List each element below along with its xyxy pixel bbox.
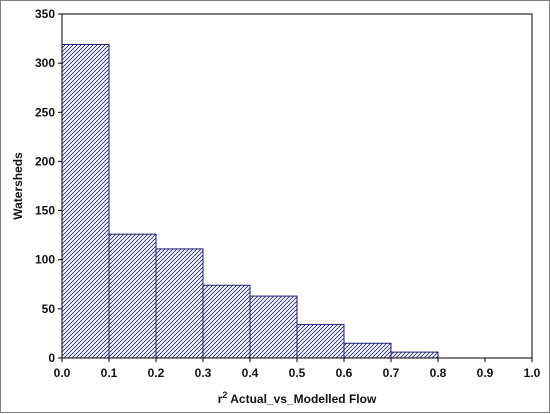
x-tick-label-6: 0.6 [336, 366, 353, 380]
x-tick-label-0: 0.0 [54, 366, 71, 380]
y-tick-label-1: 50 [42, 302, 56, 316]
x-axis-title-prefix: r [218, 392, 223, 406]
y-tick-label-0: 0 [48, 351, 55, 365]
x-tick-label-8: 0.8 [430, 366, 447, 380]
histogram-bar-1 [108, 233, 157, 359]
ticks-layer [58, 13, 533, 362]
x-axis-title-main: Actual_vs_Modelled Flow [227, 392, 377, 406]
histogram-bar-6 [343, 342, 392, 359]
histogram-bar-4 [249, 295, 298, 359]
y-tick-label-6: 300 [35, 56, 55, 70]
x-tick-label-10: 1.0 [524, 366, 541, 380]
bars-layer [61, 43, 439, 359]
x-tick-label-7: 0.7 [383, 366, 400, 380]
histogram-bar-0 [61, 43, 110, 359]
x-tick-label-5: 0.5 [289, 366, 306, 380]
x-tick-label-3: 0.3 [195, 366, 212, 380]
y-tick-label-2: 100 [35, 253, 55, 267]
x-axis-title-superscript: 2 [222, 390, 227, 400]
x-tick-label-2: 0.2 [148, 366, 165, 380]
x-tick-label-4: 0.4 [242, 366, 259, 380]
tick-labels-layer: 0 50 100 150 200 250 300 350 0.0 0.1 0.2 0.3 0.4 0.5 0… [35, 7, 541, 380]
y-axis-title: Watersheds [11, 152, 25, 220]
y-tick-label-5: 250 [35, 105, 55, 119]
x-tick-label-9: 0.9 [477, 366, 494, 380]
histogram-bar-7 [390, 351, 439, 359]
x-tick-label-1: 0.1 [101, 366, 118, 380]
y-tick-label-7: 350 [35, 7, 55, 21]
y-tick-label-4: 200 [35, 154, 55, 168]
x-axis-title: r2 Actual_vs_Modelled Flow [218, 390, 377, 406]
histogram-bar-5 [296, 324, 345, 359]
histogram-bar-3 [202, 284, 251, 359]
histogram-bar-2 [155, 248, 204, 359]
y-tick-label-3: 150 [35, 204, 55, 218]
